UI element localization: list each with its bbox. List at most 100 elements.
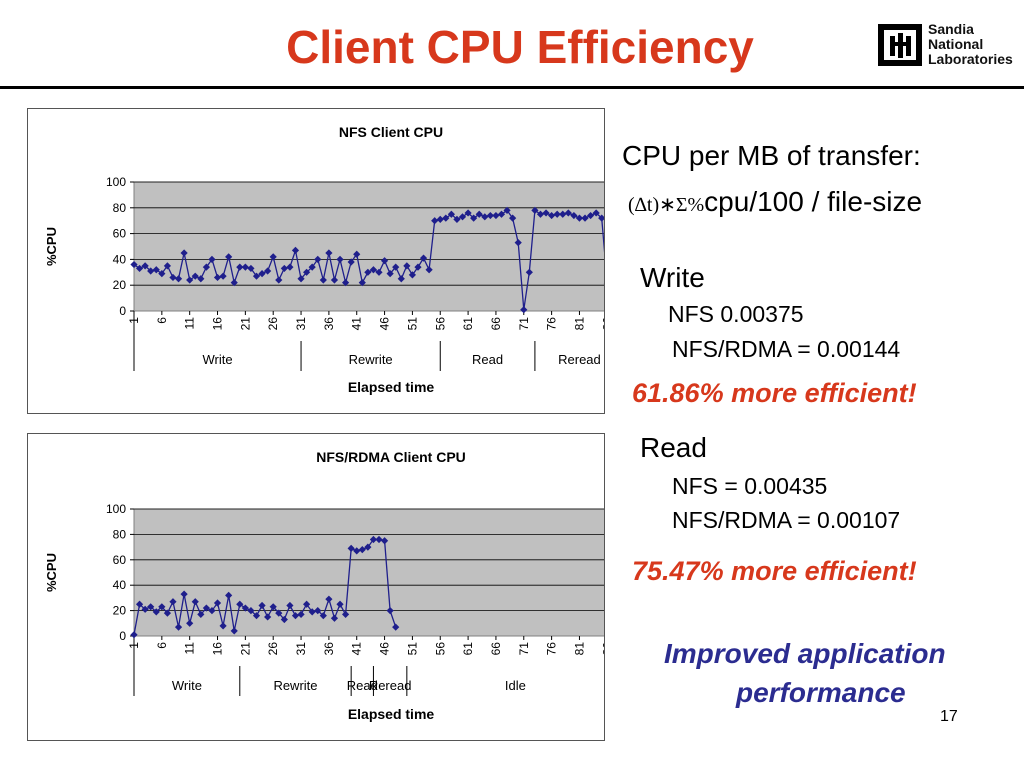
x-tick-label: 21: [238, 317, 252, 331]
data-point: [403, 262, 411, 270]
data-point: [464, 209, 472, 217]
data-point: [358, 279, 366, 287]
data-point: [548, 211, 556, 220]
write-rdma-value: NFS/RDMA = 0.00144: [672, 336, 901, 362]
y-axis-label: %CPU: [44, 553, 59, 592]
x-tick-label: 86: [600, 317, 604, 331]
data-point: [130, 260, 138, 269]
x-tick-label: 6: [155, 642, 169, 649]
data-point: [247, 264, 255, 273]
x-tick-label: 81: [572, 317, 586, 331]
y-tick-label: 60: [113, 553, 127, 567]
chart-title: NFS/RDMA Client CPU: [316, 449, 466, 465]
data-point: [135, 600, 144, 608]
data-point: [397, 275, 405, 283]
data-point: [336, 255, 344, 263]
x-tick-label: 86: [600, 642, 604, 656]
data-point: [230, 279, 238, 287]
data-point: [319, 612, 327, 620]
x-tick-label: 46: [378, 317, 392, 331]
data-point: [308, 608, 316, 616]
read-nfs-value: NFS = 0.00435: [672, 473, 828, 499]
data-point: [336, 600, 344, 608]
data-point: [180, 249, 188, 257]
x-tick-label: 71: [517, 642, 531, 656]
data-point: [592, 209, 600, 217]
conclusion-line-2: performance: [736, 677, 906, 708]
x-axis-label: Elapsed time: [348, 379, 435, 395]
x-tick-label: 36: [322, 317, 336, 331]
data-point: [202, 263, 210, 271]
y-tick-label: 60: [113, 227, 127, 241]
x-tick-label: 71: [517, 317, 531, 331]
data-point: [520, 306, 528, 314]
data-point: [347, 544, 355, 552]
x-tick-label: 6: [155, 317, 169, 324]
data-point: [453, 215, 461, 224]
x-tick-label: 41: [350, 642, 364, 656]
phase-label: Rewrite: [273, 678, 317, 693]
y-tick-label: 20: [113, 604, 127, 618]
data-point: [431, 217, 439, 225]
sandia-logo: Sandia National Laboratories: [878, 22, 1013, 70]
write-heading: Write: [640, 262, 705, 293]
data-point: [258, 601, 266, 610]
data-point: [291, 246, 300, 254]
data-point: [241, 263, 249, 271]
data-point: [564, 209, 572, 217]
x-tick-label: 36: [322, 642, 336, 656]
formula: (∆t)∗Σ%cpu/100 / file-size: [628, 186, 922, 218]
x-tick-label: 51: [405, 317, 419, 331]
x-tick-label: 66: [489, 317, 503, 331]
data-point: [202, 604, 210, 612]
data-point: [375, 268, 383, 276]
data-point: [458, 213, 467, 221]
data-point: [325, 249, 333, 257]
x-tick-label: 66: [489, 642, 503, 656]
data-point: [570, 211, 578, 220]
x-tick-label: 81: [572, 642, 586, 656]
chart-title: NFS Client CPU: [339, 124, 443, 140]
data-point: [241, 604, 249, 612]
x-tick-label: 56: [433, 317, 447, 331]
phase-label: Idle: [505, 678, 526, 693]
data-point: [353, 547, 361, 555]
read-rdma-value: NFS/RDMA = 0.00107: [672, 507, 901, 533]
data-point: [559, 210, 567, 218]
plot-area: [133, 181, 625, 312]
x-tick-label: 26: [266, 642, 280, 656]
x-tick-label: 76: [545, 317, 559, 331]
data-point: [497, 210, 506, 218]
data-point: [225, 253, 233, 261]
phase-label: Write: [172, 678, 202, 693]
slide-title: Client CPU Efficiency: [286, 21, 754, 73]
data-point: [408, 271, 417, 279]
y-axis-label: %CPU: [44, 227, 59, 266]
formula-prefix: (∆t)∗Σ%: [628, 194, 705, 216]
x-tick-label: 61: [461, 317, 475, 331]
data-point: [341, 279, 350, 287]
data-point: [475, 210, 483, 218]
read-heading: Read: [640, 432, 707, 463]
data-point: [598, 214, 606, 222]
data-point: [347, 258, 355, 266]
data-point: [470, 214, 478, 222]
y-tick-label: 100: [106, 502, 126, 516]
x-tick-label: 76: [545, 642, 559, 656]
y-tick-label: 80: [113, 527, 127, 541]
data-point: [581, 214, 589, 222]
data-point: [447, 210, 455, 218]
data-point: [314, 255, 322, 263]
data-point: [236, 600, 244, 608]
data-point: [297, 275, 305, 283]
y-tick-label: 80: [113, 201, 127, 215]
y-tick-label: 0: [119, 304, 126, 318]
x-tick-label: 31: [294, 317, 308, 331]
y-tick-label: 40: [113, 578, 127, 592]
data-point: [442, 214, 450, 222]
phase-label: Read: [472, 352, 503, 367]
data-point: [531, 206, 539, 214]
data-point: [174, 275, 183, 283]
data-point: [252, 612, 261, 620]
phase-label: Write: [202, 352, 232, 367]
